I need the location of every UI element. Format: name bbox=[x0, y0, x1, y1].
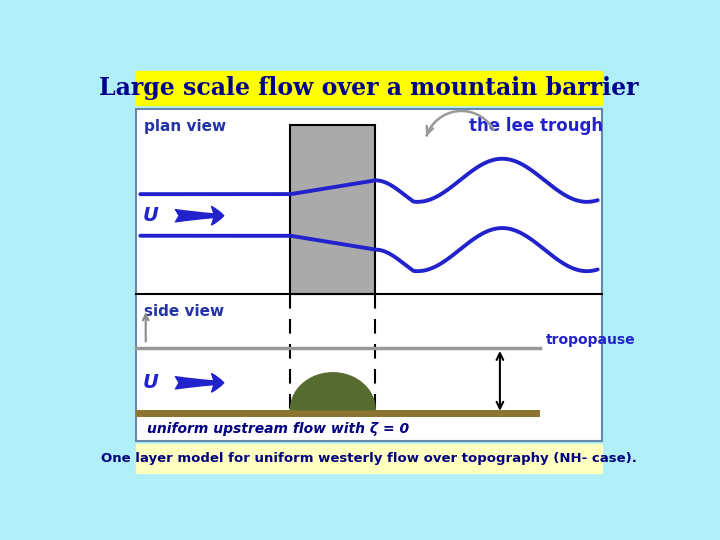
Text: U: U bbox=[143, 373, 158, 392]
Text: One layer model for uniform westerly flow over topography (NH- case).: One layer model for uniform westerly flo… bbox=[101, 452, 637, 465]
Bar bbox=[137, 410, 540, 417]
Text: Large scale flow over a mountain barrier: Large scale flow over a mountain barrier bbox=[99, 76, 639, 100]
Bar bbox=[290, 125, 375, 294]
Bar bbox=[137, 71, 601, 105]
Text: plan view: plan view bbox=[144, 119, 226, 134]
Bar bbox=[137, 444, 601, 473]
Text: U: U bbox=[143, 206, 158, 225]
Bar bbox=[137, 110, 601, 441]
Text: uniform upstream flow with ζ = 0: uniform upstream flow with ζ = 0 bbox=[148, 422, 410, 436]
Text: tropopause: tropopause bbox=[546, 334, 636, 347]
Text: side view: side view bbox=[144, 303, 225, 319]
Text: the lee trough: the lee trough bbox=[469, 117, 603, 136]
Polygon shape bbox=[290, 373, 375, 410]
